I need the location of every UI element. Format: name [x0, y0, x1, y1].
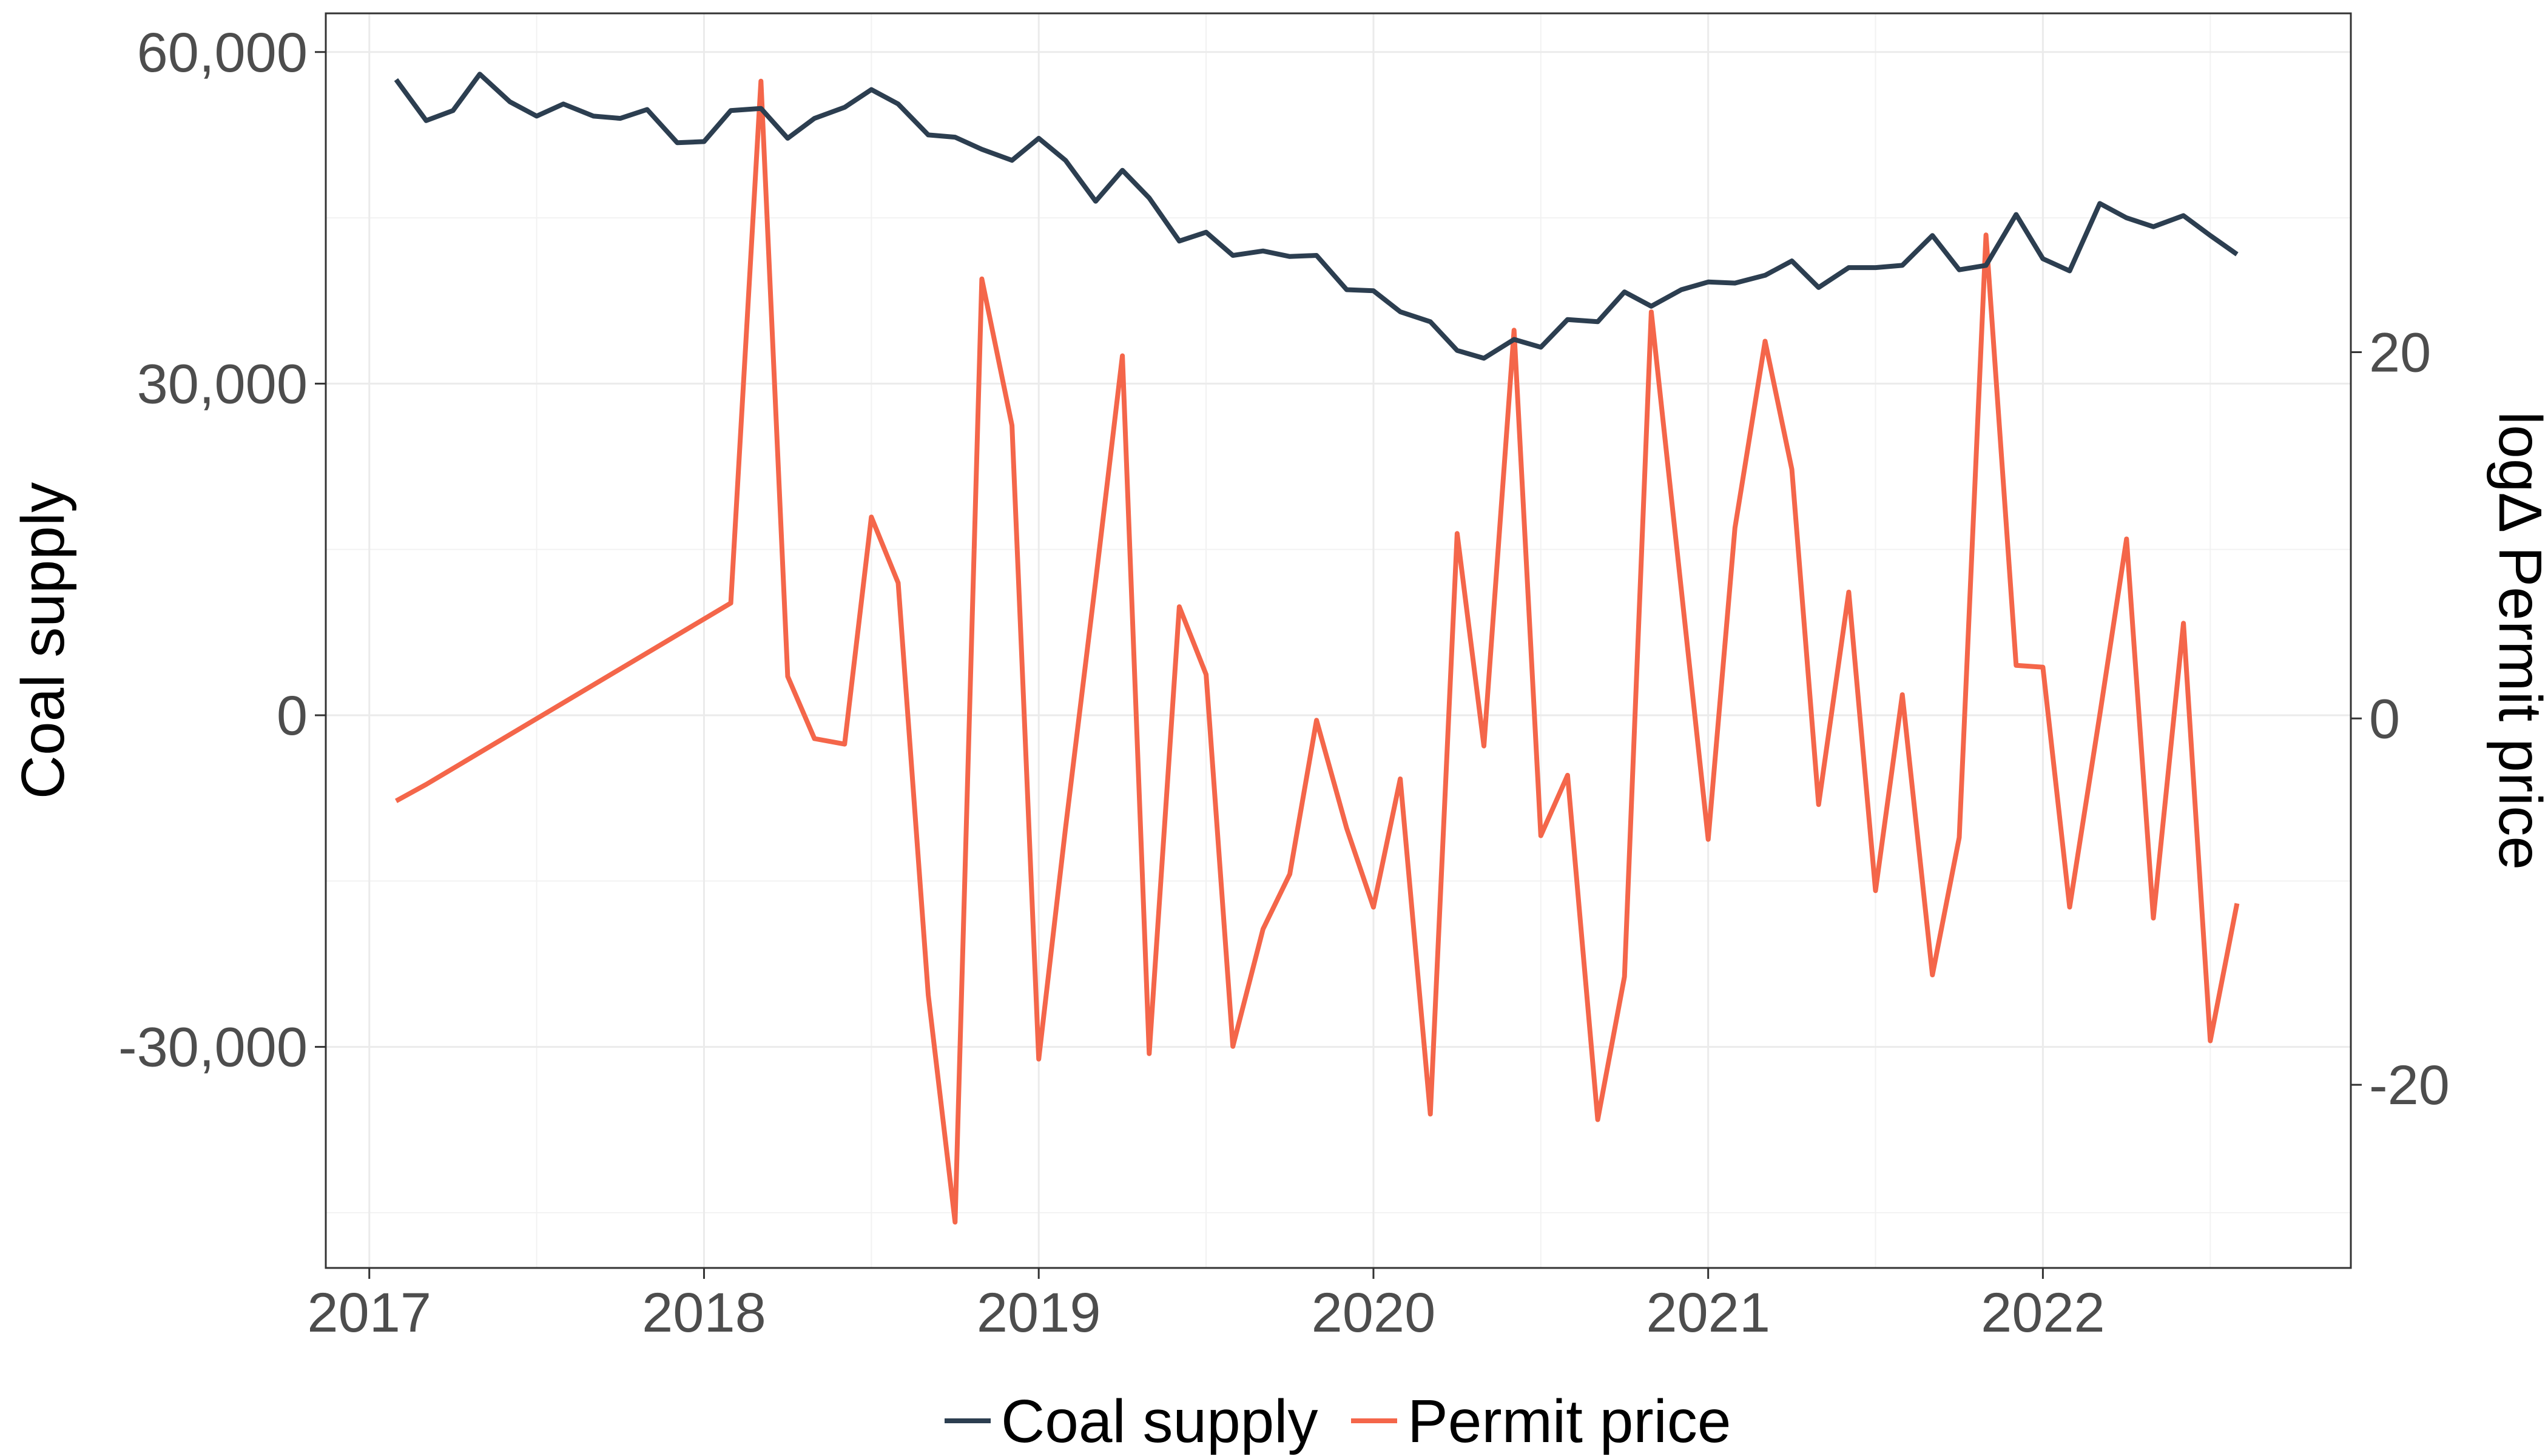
- y-right-tick-label: -20: [2369, 1054, 2450, 1116]
- x-tick-label: 2021: [1646, 1282, 1770, 1344]
- legend-label-coal-supply: Coal supply: [1001, 1387, 1318, 1455]
- plot-panel: [326, 13, 2351, 1268]
- axis-ticks: [315, 51, 2362, 1279]
- y-left-tick-label: 60,000: [137, 22, 308, 84]
- x-tick-label: 2022: [1981, 1282, 2105, 1344]
- plot-border: [325, 12, 2352, 1269]
- legend-label-permit-price: Permit price: [1407, 1387, 1731, 1455]
- x-tick-label: 2020: [1312, 1282, 1436, 1344]
- y-axis-left-title: Coal supply: [9, 482, 77, 800]
- y-axis-right-title: logΔ Permit price: [2486, 411, 2548, 870]
- permit-price-line: [394, 78, 2240, 1225]
- x-tick-label: 2019: [977, 1282, 1101, 1344]
- y-left-tick-label: -30,000: [118, 1017, 308, 1079]
- y-left-tick-label: 30,000: [137, 353, 308, 415]
- tick-labels: 2017 2018 2019 2020 2021 2022 60,000 30,000 0 -30…: [118, 22, 2450, 1344]
- major-gridlines: [326, 13, 2351, 1268]
- series-layer: [394, 72, 2240, 1225]
- x-tick-label: 2017: [307, 1282, 431, 1344]
- y-right-tick-label: 0: [2369, 688, 2400, 750]
- legend: Coal supply Permit price: [945, 1387, 1731, 1455]
- x-tick-label: 2018: [642, 1282, 766, 1344]
- coal-supply-line: [394, 72, 2239, 361]
- y-left-tick-label: 0: [277, 685, 308, 747]
- y-right-tick-label: 20: [2369, 322, 2431, 384]
